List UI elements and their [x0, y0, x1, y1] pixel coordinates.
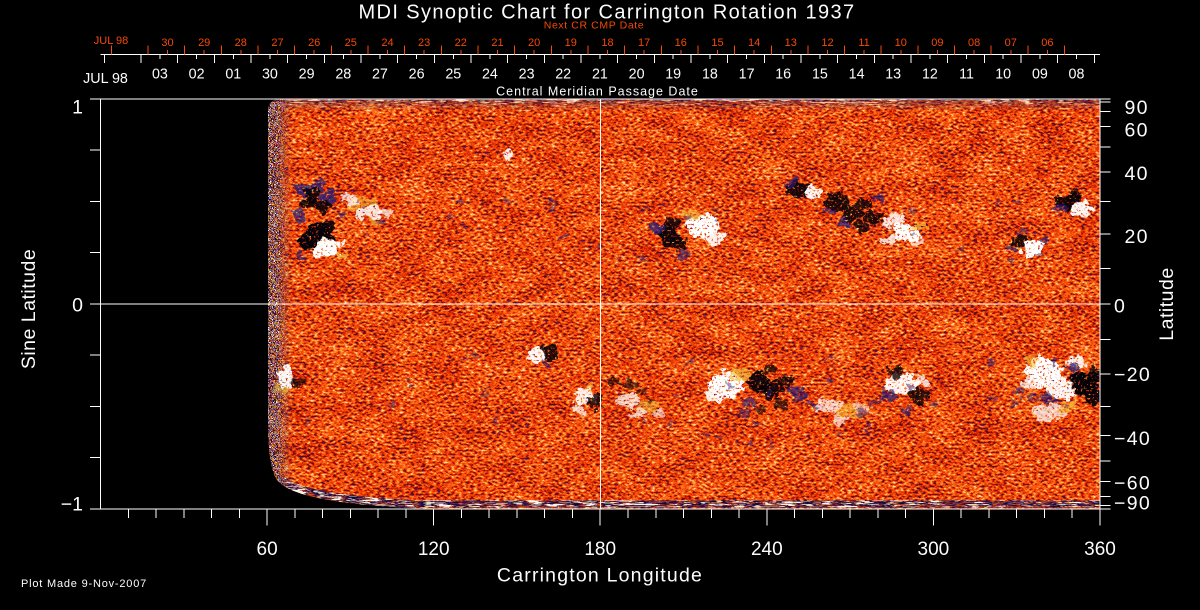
svg-text:12: 12 — [922, 67, 938, 83]
svg-text:300: 300 — [918, 539, 950, 560]
svg-text:360: 360 — [1084, 539, 1116, 560]
svg-text:MDI Synoptic Chart for Carring: MDI Synoptic Chart for Carrington Rotati… — [358, 2, 855, 24]
svg-text:28: 28 — [335, 67, 351, 83]
svg-text:26: 26 — [308, 37, 320, 49]
svg-text:27: 27 — [271, 37, 283, 49]
svg-text:19: 19 — [565, 37, 577, 49]
svg-text:25: 25 — [345, 37, 357, 49]
svg-text:−60: −60 — [1114, 472, 1151, 494]
svg-text:29: 29 — [299, 67, 315, 83]
svg-text:60: 60 — [257, 539, 278, 560]
svg-text:30: 30 — [161, 37, 173, 49]
svg-text:15: 15 — [812, 67, 828, 83]
svg-text:14: 14 — [849, 67, 865, 83]
svg-text:23: 23 — [519, 67, 535, 83]
svg-text:18: 18 — [601, 37, 613, 49]
svg-text:28: 28 — [235, 37, 247, 49]
svg-text:09: 09 — [931, 37, 943, 49]
svg-text:17: 17 — [739, 67, 755, 83]
svg-text:90: 90 — [1125, 97, 1149, 119]
svg-text:16: 16 — [775, 67, 791, 83]
svg-text:240: 240 — [751, 539, 783, 560]
svg-text:24: 24 — [381, 37, 393, 49]
svg-text:−1: −1 — [61, 494, 83, 516]
svg-text:Sine Latitude: Sine Latitude — [18, 249, 40, 369]
svg-text:20: 20 — [528, 37, 540, 49]
svg-text:29: 29 — [198, 37, 210, 49]
svg-text:19: 19 — [665, 67, 681, 83]
svg-text:−90: −90 — [1114, 493, 1151, 515]
svg-text:−20: −20 — [1114, 364, 1151, 386]
svg-text:03: 03 — [152, 67, 168, 83]
svg-text:08: 08 — [968, 37, 980, 49]
svg-text:06: 06 — [1041, 37, 1053, 49]
svg-text:21: 21 — [491, 37, 503, 49]
svg-text:09: 09 — [1032, 67, 1048, 83]
svg-text:40: 40 — [1125, 163, 1149, 185]
svg-text:22: 22 — [555, 67, 571, 83]
svg-text:27: 27 — [372, 67, 388, 83]
svg-text:07: 07 — [1005, 37, 1017, 49]
svg-text:30: 30 — [262, 67, 278, 83]
svg-text:Latitude: Latitude — [1156, 267, 1178, 340]
svg-text:10: 10 — [895, 37, 907, 49]
svg-text:−40: −40 — [1114, 428, 1151, 450]
svg-text:21: 21 — [592, 67, 608, 83]
svg-text:0: 0 — [1114, 296, 1125, 318]
svg-text:13: 13 — [785, 37, 797, 49]
svg-text:02: 02 — [189, 67, 205, 83]
svg-text:20: 20 — [629, 67, 645, 83]
svg-text:20: 20 — [1125, 226, 1149, 248]
svg-text:JUL 98: JUL 98 — [94, 35, 128, 47]
svg-text:22: 22 — [455, 37, 467, 49]
svg-text:15: 15 — [711, 37, 723, 49]
svg-text:Central Meridian Passage Date: Central Meridian Passage Date — [496, 85, 699, 99]
svg-text:18: 18 — [702, 67, 718, 83]
svg-text:17: 17 — [638, 37, 650, 49]
svg-text:1: 1 — [72, 97, 83, 119]
svg-text:26: 26 — [409, 67, 425, 83]
svg-text:13: 13 — [885, 67, 901, 83]
svg-text:24: 24 — [482, 67, 498, 83]
svg-text:Next CR CMP Date: Next CR CMP Date — [544, 20, 644, 32]
svg-text:12: 12 — [821, 37, 833, 49]
svg-text:Carrington Longitude: Carrington Longitude — [497, 565, 703, 587]
svg-text:23: 23 — [418, 37, 430, 49]
svg-text:0: 0 — [72, 295, 83, 317]
svg-text:25: 25 — [445, 67, 461, 83]
svg-text:01: 01 — [225, 67, 241, 83]
svg-text:60: 60 — [1125, 120, 1149, 142]
svg-text:180: 180 — [584, 539, 616, 560]
svg-text:16: 16 — [675, 37, 687, 49]
svg-text:11: 11 — [959, 67, 974, 83]
svg-text:14: 14 — [748, 37, 760, 49]
svg-text:10: 10 — [995, 67, 1011, 83]
svg-text:120: 120 — [418, 539, 450, 560]
svg-text:Plot Made 9-Nov-2007: Plot Made 9-Nov-2007 — [21, 578, 147, 590]
svg-text:11: 11 — [858, 37, 869, 49]
svg-text:JUL 98: JUL 98 — [83, 71, 128, 87]
svg-text:08: 08 — [1069, 67, 1085, 83]
